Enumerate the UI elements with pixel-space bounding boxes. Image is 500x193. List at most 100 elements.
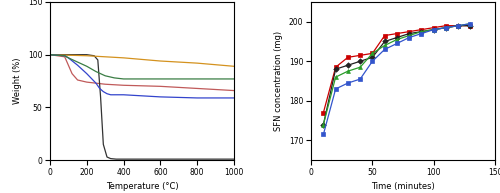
CNTs : SFN (1 : 1): (80, 197): SFN (1 : 1): (80, 197) [406,32,412,35]
(D) CNTs-PEG [66,57,71,59]
Y-axis label: SFN concentration (mg): SFN concentration (mg) [274,31,283,131]
CNTs : SFN (1 : 1): (30, 189): SFN (1 : 1): (30, 189) [345,64,351,66]
CNTs : SFN (1 : 2): (10, 174): SFN (1 : 2): (10, 174) [320,123,326,126]
(E) CNTs-SFN [158,78,164,80]
Line: CNTs : SFN (2 : 1): CNTs : SFN (2 : 1) [322,24,472,115]
(D) CNTs-PEG [74,64,80,66]
(D) CNTs-PEG [96,87,102,90]
(D) CNTs-PEG [108,94,114,96]
CNTs : SFN (1 : 3): (10, 172): SFN (1 : 3): (10, 172) [320,133,326,136]
CNTs : SFN (2 : 1): (90, 198): SFN (2 : 1): (90, 198) [418,28,424,31]
CNTs : SFN (2 : 1): (80, 198): SFN (2 : 1): (80, 198) [406,30,412,33]
(C) CNTs-COOH [84,55,90,57]
(E) CNTs-SFN [93,70,99,73]
(E) CNTs-SFN [120,78,126,80]
(B)PEG [158,158,164,160]
(B)PEG [100,143,106,146]
(E) CNTs-SFN [66,57,71,59]
Line: (B)PEG: (B)PEG [50,55,234,159]
(A) CNTs [158,85,164,87]
(B)PEG [104,156,110,158]
(B)PEG [113,158,119,160]
(D) CNTs-PEG [231,97,237,99]
Line: CNTs : SFN (1 : 1): CNTs : SFN (1 : 1) [322,24,472,127]
CNTs : SFN (1 : 1): (130, 199): SFN (1 : 1): (130, 199) [468,25,473,27]
(A) CNTs [102,83,108,85]
CNTs : SFN (1 : 3): (50, 190): SFN (1 : 3): (50, 190) [370,60,376,62]
CNTs : SFN (1 : 2): (130, 200): SFN (1 : 2): (130, 200) [468,23,473,25]
(B)PEG [120,158,126,160]
CNTs : SFN (1 : 3): (110, 198): SFN (1 : 3): (110, 198) [443,26,449,29]
(A) CNTs [47,53,53,56]
CNTs : SFN (1 : 3): (60, 193): SFN (1 : 3): (60, 193) [382,48,388,51]
CNTs : SFN (1 : 3): (20, 183): SFN (1 : 3): (20, 183) [332,88,338,90]
(D) CNTs-PEG [100,91,106,93]
CNTs : SFN (2 : 1): (20, 188): SFN (2 : 1): (20, 188) [332,66,338,68]
(D) CNTs-PEG [104,93,110,95]
(A) CNTs [93,82,99,84]
CNTs : SFN (2 : 1): (120, 199): SFN (2 : 1): (120, 199) [455,25,461,27]
(A) CNTs [74,79,80,81]
CNTs : SFN (1 : 3): (70, 194): SFN (1 : 3): (70, 194) [394,42,400,45]
CNTs : SFN (1 : 1): (10, 174): SFN (1 : 1): (10, 174) [320,123,326,126]
(C) CNTs-COOH [194,62,200,64]
(A) CNTs [231,89,237,92]
CNTs : SFN (2 : 1): (50, 192): SFN (2 : 1): (50, 192) [370,52,376,54]
CNTs : SFN (2 : 1): (40, 192): SFN (2 : 1): (40, 192) [357,54,363,57]
(A) CNTs [84,81,90,83]
(A) CNTs [120,84,126,86]
CNTs : SFN (2 : 1): (100, 198): SFN (2 : 1): (100, 198) [430,26,436,29]
CNTs : SFN (2 : 1): (10, 177): SFN (2 : 1): (10, 177) [320,112,326,114]
CNTs : SFN (1 : 2): (120, 199): SFN (1 : 2): (120, 199) [455,25,461,27]
(E) CNTs-SFN [47,53,53,56]
Line: (A) CNTs: (A) CNTs [50,55,234,91]
(D) CNTs-PEG [62,55,68,57]
Y-axis label: Weight (%): Weight (%) [14,58,22,104]
CNTs : SFN (1 : 2): (70, 196): SFN (1 : 2): (70, 196) [394,38,400,41]
(D) CNTs-PEG [93,82,99,84]
(C) CNTs-COOH [231,65,237,67]
(E) CNTs-SFN [84,65,90,67]
CNTs : SFN (1 : 1): (50, 191): SFN (1 : 1): (50, 191) [370,56,376,58]
(E) CNTs-SFN [176,78,182,80]
CNTs : SFN (2 : 1): (110, 199): SFN (2 : 1): (110, 199) [443,25,449,27]
CNTs : SFN (1 : 1): (60, 195): SFN (1 : 1): (60, 195) [382,40,388,43]
CNTs : SFN (1 : 3): (120, 199): SFN (1 : 3): (120, 199) [455,25,461,27]
CNTs : SFN (1 : 1): (40, 190): SFN (1 : 1): (40, 190) [357,60,363,62]
(E) CNTs-SFN [194,78,200,80]
CNTs : SFN (1 : 1): (70, 196): SFN (1 : 1): (70, 196) [394,36,400,39]
CNTs : SFN (1 : 3): (100, 198): SFN (1 : 3): (100, 198) [430,28,436,31]
CNTs : SFN (1 : 3): (130, 200): SFN (1 : 3): (130, 200) [468,23,473,25]
(D) CNTs-PEG [158,96,164,98]
(E) CNTs-SFN [112,77,117,79]
CNTs : SFN (1 : 3): (30, 184): SFN (1 : 3): (30, 184) [345,82,351,84]
Line: (E) CNTs-SFN: (E) CNTs-SFN [50,55,234,79]
CNTs : SFN (1 : 1): (110, 198): SFN (1 : 1): (110, 198) [443,26,449,29]
(B)PEG [84,53,90,56]
CNTs : SFN (1 : 1): (90, 198): SFN (1 : 1): (90, 198) [418,30,424,33]
(C) CNTs-COOH [120,57,126,59]
(B)PEG [91,55,97,57]
CNTs : SFN (1 : 2): (100, 198): SFN (1 : 2): (100, 198) [430,28,436,31]
CNTs : SFN (1 : 2): (50, 192): SFN (1 : 2): (50, 192) [370,52,376,54]
(E) CNTs-SFN [74,61,80,63]
(B)PEG [98,96,103,98]
(B)PEG [108,157,114,160]
X-axis label: Temperature (°C): Temperature (°C) [106,182,178,191]
CNTs : SFN (1 : 3): (40, 186): SFN (1 : 3): (40, 186) [357,78,363,80]
CNTs : SFN (1 : 2): (30, 188): SFN (1 : 2): (30, 188) [345,70,351,72]
(C) CNTs-COOH [47,53,53,56]
CNTs : SFN (2 : 1): (130, 199): SFN (2 : 1): (130, 199) [468,25,473,27]
Line: CNTs : SFN (1 : 2): CNTs : SFN (1 : 2) [322,22,472,127]
CNTs : SFN (2 : 1): (60, 196): SFN (2 : 1): (60, 196) [382,34,388,37]
CNTs : SFN (1 : 2): (40, 188): SFN (1 : 2): (40, 188) [357,66,363,68]
CNTs : SFN (1 : 3): (80, 196): SFN (1 : 3): (80, 196) [406,36,412,39]
CNTs : SFN (1 : 2): (60, 194): SFN (1 : 2): (60, 194) [382,44,388,47]
(E) CNTs-SFN [62,55,68,57]
CNTs : SFN (1 : 1): (100, 198): SFN (1 : 1): (100, 198) [430,28,436,31]
(D) CNTs-PEG [120,94,126,96]
Line: (C) CNTs-COOH: (C) CNTs-COOH [50,55,234,66]
CNTs : SFN (2 : 1): (30, 191): SFN (2 : 1): (30, 191) [345,56,351,58]
CNTs : SFN (2 : 1): (70, 197): SFN (2 : 1): (70, 197) [394,32,400,35]
(A) CNTs [66,64,71,66]
